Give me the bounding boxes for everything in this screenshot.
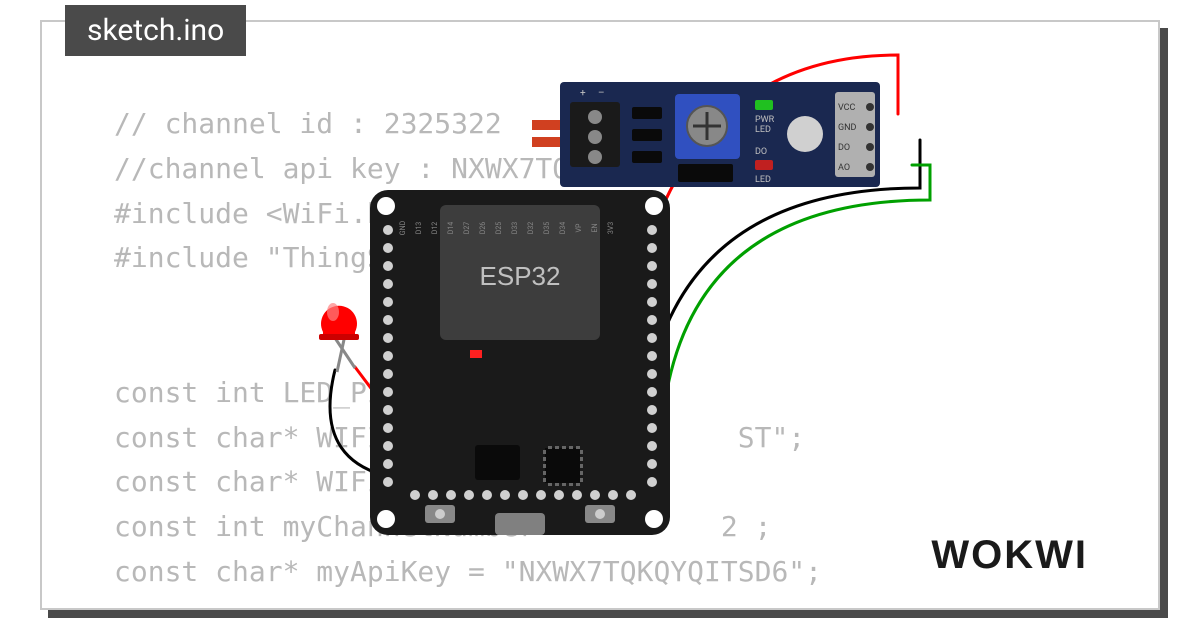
file-tab[interactable]: sketch.ino: [65, 5, 246, 56]
editor-card: // channel id : 2325322 //channel api ke…: [40, 20, 1160, 610]
wokwi-logo: WOKWI: [931, 533, 1088, 578]
tab-filename: sketch.ino: [87, 13, 224, 48]
code-text: // channel id : 2325322 //channel api ke…: [114, 102, 822, 595]
